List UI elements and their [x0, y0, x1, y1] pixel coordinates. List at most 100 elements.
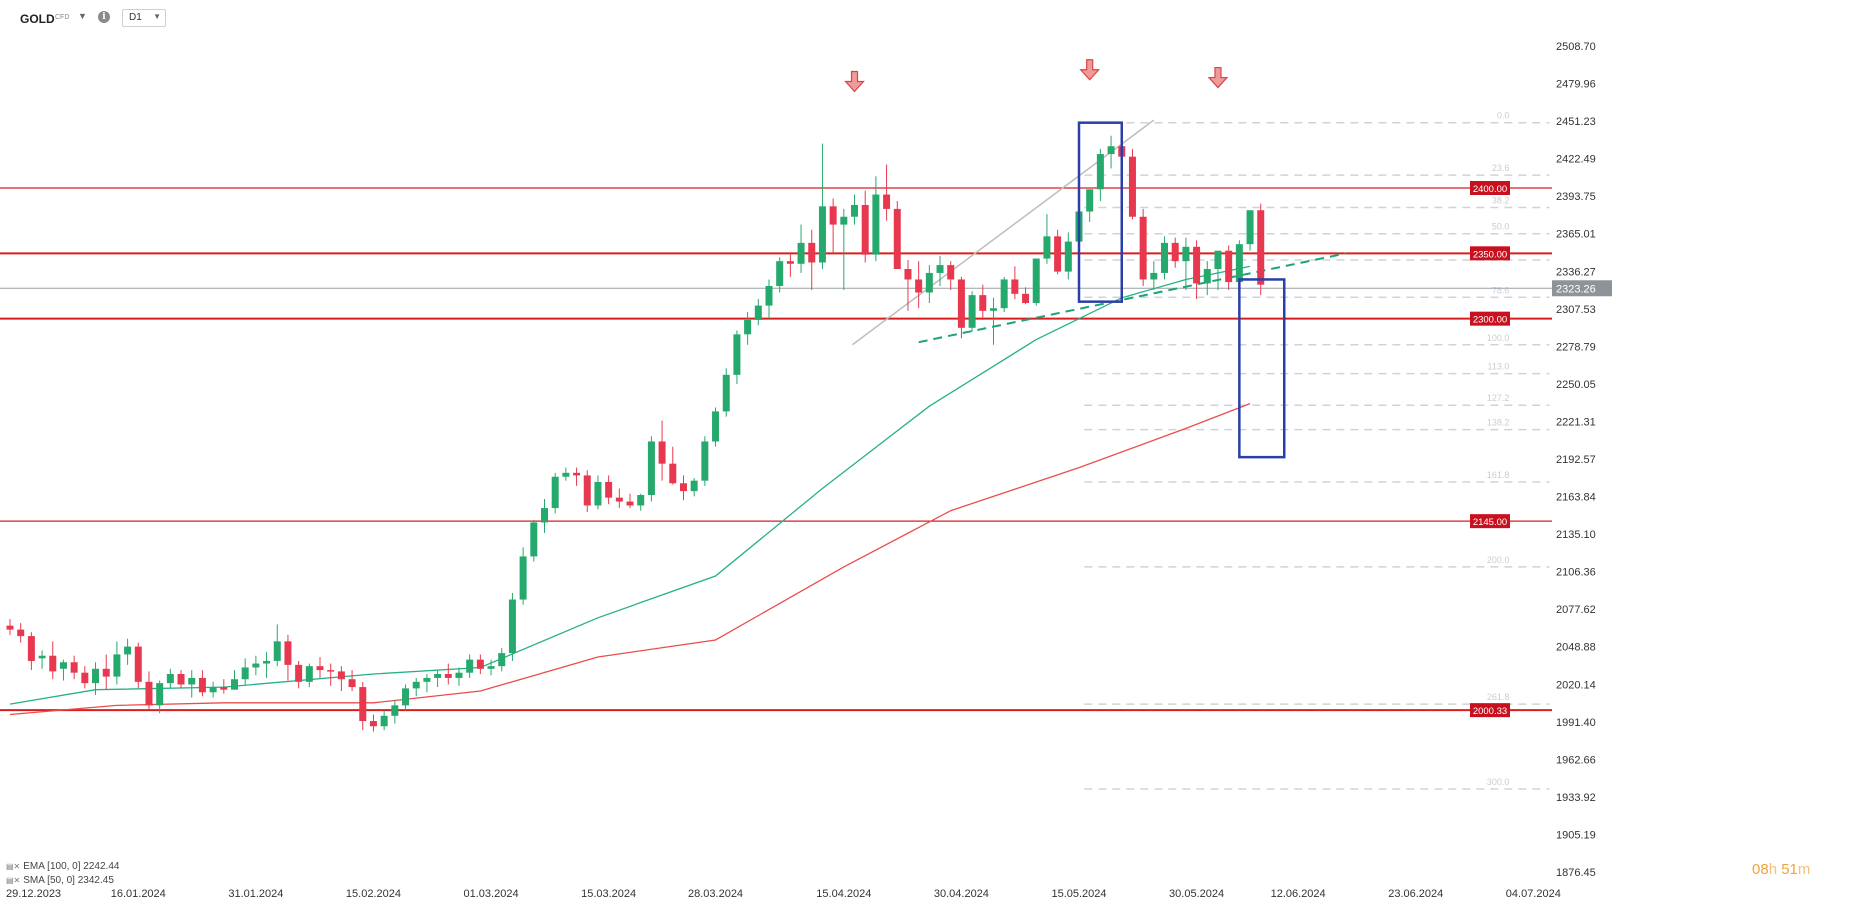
price-tick-label: 2020.14	[1556, 679, 1596, 691]
chevron-down-icon[interactable]: ▼	[78, 11, 87, 21]
candle-body	[808, 242, 816, 263]
candle-body	[241, 667, 249, 680]
candle-body	[252, 663, 260, 668]
fib-label: 261.8	[1487, 692, 1510, 702]
candle-body	[391, 705, 399, 716]
down-arrow-icon	[844, 70, 865, 93]
candle-body	[230, 679, 238, 690]
candle-body	[701, 441, 709, 481]
candle-body	[434, 674, 442, 678]
fib-label: 100.0	[1487, 333, 1510, 343]
candle-body	[851, 204, 859, 217]
candle-body	[573, 472, 581, 476]
candle-body	[17, 629, 25, 637]
price-tick-label: 2307.53	[1556, 304, 1596, 316]
level-price-tag	[1470, 181, 1510, 196]
date-tick-label: 30.04.2024	[934, 888, 989, 900]
legend-ema[interactable]: ▤✕ EMA [100, 0] 2242.44	[6, 860, 119, 874]
date-tick-label: 30.05.2024	[1169, 888, 1224, 900]
legend-sma[interactable]: ▤✕ SMA [50, 0] 2342.45	[6, 874, 119, 888]
candle-body	[979, 295, 987, 311]
candle-body	[669, 463, 677, 484]
candle-body	[508, 599, 516, 654]
candle-body	[957, 279, 965, 328]
candle-body	[1128, 156, 1136, 217]
candle-body	[1161, 242, 1169, 273]
candle-body	[989, 308, 997, 311]
candle-body	[1203, 269, 1211, 284]
candle-body	[690, 480, 698, 492]
candle-body	[1171, 242, 1179, 262]
date-tick-label: 23.06.2024	[1388, 888, 1443, 900]
candle-body	[872, 194, 880, 255]
candle-body	[498, 653, 506, 667]
candle-body	[487, 666, 495, 669]
level-price-tag-text: 2000.33	[1473, 706, 1507, 717]
fib-label: 78.6	[1492, 285, 1510, 295]
price-tick-label: 2048.88	[1556, 642, 1596, 654]
price-tick-label: 2393.75	[1556, 191, 1596, 203]
level-price-tag-text: 2350.00	[1473, 249, 1507, 260]
candle-body	[124, 646, 132, 655]
arrow-shape	[1207, 66, 1229, 89]
candle-body	[786, 261, 794, 264]
visibility-icon[interactable]: ▤✕	[6, 862, 21, 871]
fib-label: 200.0	[1487, 555, 1510, 565]
down-arrow-icon	[1079, 59, 1101, 81]
candle-body	[476, 659, 484, 669]
price-tick-label: 2106.36	[1556, 567, 1596, 579]
price-tick-label: 1962.66	[1556, 754, 1596, 766]
indicator-legend: ▤✕ EMA [100, 0] 2242.44 ▤✕ SMA [50, 0] 234…	[6, 860, 119, 888]
price-tick-label: 2422.49	[1556, 154, 1596, 166]
candle-body	[295, 664, 303, 682]
fibonacci-levels: 0.023.638.250.061.878.6100.0113.0127.213…	[1084, 111, 1550, 790]
sma-line	[9, 265, 1251, 705]
legend-sma-text: SMA [50, 0] 2342.45	[23, 875, 114, 886]
candle-body	[1150, 272, 1158, 280]
candle-body	[1235, 244, 1243, 283]
visibility-icon[interactable]: ▤✕	[6, 876, 21, 885]
candle-body	[647, 441, 655, 496]
candle-body	[829, 206, 837, 225]
candle-body	[348, 679, 356, 688]
candle-body	[273, 641, 281, 661]
candle-body	[615, 497, 623, 502]
candle-body	[883, 194, 891, 209]
candle-body	[840, 216, 848, 225]
level-price-tag-text: 2300.00	[1473, 315, 1507, 326]
ema-line	[9, 402, 1251, 716]
candle-body	[6, 625, 14, 630]
symbol-name[interactable]: GOLD	[20, 12, 55, 26]
candle-body	[1064, 241, 1072, 272]
candle-body	[1225, 250, 1233, 283]
price-tick-label: 2250.05	[1556, 379, 1596, 391]
candle-body	[1054, 236, 1062, 272]
candle-body	[626, 501, 634, 506]
candle-body	[113, 654, 121, 677]
highlight-box	[1238, 278, 1286, 459]
candle-body	[754, 305, 762, 320]
candle-body	[455, 672, 463, 678]
candle-body	[412, 681, 420, 689]
date-tick-label: 16.01.2024	[111, 888, 166, 900]
candle-body	[166, 674, 174, 684]
candle-countdown: 08h 51m	[1752, 861, 1810, 878]
candle-body	[49, 655, 57, 672]
candles	[6, 135, 1265, 732]
candle-body	[776, 261, 784, 286]
candle-body	[519, 556, 527, 600]
time-axis: 29.12.2023 16.01.2024 31.01.2024 15.02.2024…	[6, 888, 1561, 900]
level-price-tag	[1470, 514, 1510, 529]
candle-body	[27, 636, 35, 661]
fib-label: 127.2	[1487, 393, 1510, 403]
candle-body	[733, 334, 741, 375]
level-price-tag-text: 2400.00	[1473, 184, 1507, 195]
horizontal-levels	[0, 187, 1552, 712]
info-icon[interactable]: i	[98, 11, 110, 23]
down-arrow-icon	[1207, 66, 1229, 89]
instrument-type: CFD	[55, 14, 70, 21]
timeframe-select[interactable]: D1 ▼	[122, 9, 166, 27]
candle-body	[209, 687, 217, 693]
price-tick-label: 2479.96	[1556, 79, 1596, 91]
